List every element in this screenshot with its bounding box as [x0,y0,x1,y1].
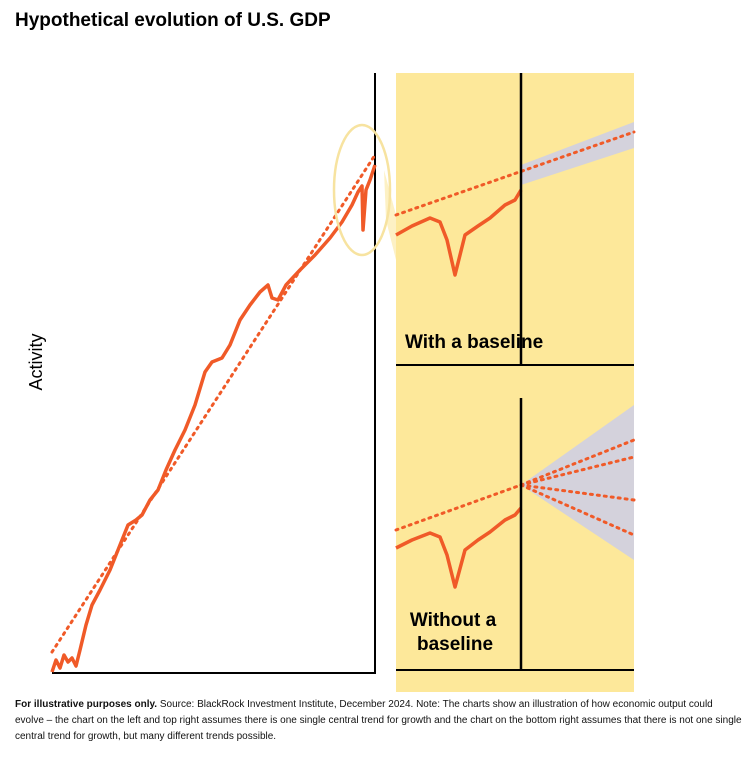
zoom-connector [384,170,396,260]
footnote-bold: For illustrative purposes only. [15,699,158,710]
y-axis-label: Activity [26,333,46,390]
panel-background [396,73,634,692]
trend-lines [394,438,636,537]
trend-line [519,483,636,502]
footnote: For illustrative purposes only. Source: … [15,697,743,745]
footnote-text: Source: BlackRock Investment Institute, … [15,699,742,742]
trend-line [519,438,636,487]
trend-line [519,455,636,487]
uncertainty-band [521,122,634,185]
chart-title: Hypothetical evolution of U.S. GDP [15,10,331,31]
trend-line [50,153,377,654]
gdp-line [395,189,523,277]
panel-label: With a baseline [405,332,543,353]
trend-line [394,483,523,532]
trend-line [394,130,636,217]
gdp-line [395,506,523,589]
chart: Hypothetical evolution of U.S. GDP Activ… [15,10,636,692]
panel-label: Without a [410,610,497,631]
trend-line [519,483,636,537]
gdp-line [50,164,377,673]
highlight-ellipse [332,123,392,257]
panel-label: baseline [417,634,493,655]
